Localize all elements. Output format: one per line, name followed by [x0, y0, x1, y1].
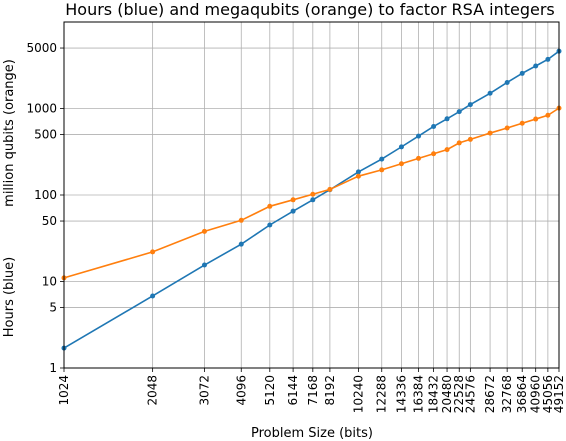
x-tick-label: 28672	[483, 375, 497, 413]
x-tick-label: 12288	[375, 375, 389, 413]
x-tick-label: 2048	[146, 375, 160, 406]
data-point-1	[150, 249, 156, 255]
data-point-0	[238, 241, 244, 247]
series-line-1	[63, 107, 560, 279]
data-point-0	[533, 63, 539, 69]
data-point-1	[398, 161, 404, 167]
y-axis: 1 5 10 50 100 500 1000 5000	[26, 41, 64, 375]
x-tick-label: 24576	[463, 375, 477, 413]
y-tick-label: 50	[42, 214, 57, 228]
y-axis-label-bottom: Hours (blue)	[2, 257, 17, 337]
x-tick-label: 16384	[412, 375, 426, 413]
x-tick-label: 45056	[541, 375, 555, 413]
data-point-1	[238, 217, 244, 223]
y-tick-label: 10	[42, 275, 57, 289]
data-point-1	[310, 191, 316, 197]
data-point-1	[487, 130, 493, 136]
x-tick-label: 10240	[351, 375, 365, 413]
data-point-1	[416, 155, 422, 161]
x-tick-label: 14336	[394, 375, 408, 413]
x-tick-label: 1024	[57, 375, 71, 406]
x-tick-label: 49152	[552, 375, 566, 413]
y-tick-label: 1000	[26, 102, 57, 116]
x-tick-label: 18432	[427, 375, 441, 413]
data-point-1	[431, 151, 437, 157]
data-point-0	[379, 156, 385, 162]
y-axis-label-top: million qubits (orange)	[2, 59, 17, 207]
y-tick-label: 100	[34, 188, 57, 202]
x-tick-label: 3072	[197, 375, 211, 406]
x-axis: 1024 2048 3072 4096 5120 6144 7168 8192 10240 122…	[57, 368, 566, 413]
x-tick-label: 8192	[323, 375, 337, 406]
data-point-0	[355, 169, 361, 175]
data-point-0	[416, 133, 422, 139]
data-point-1	[467, 136, 473, 142]
data-point-1	[519, 120, 525, 126]
data-point-1	[504, 125, 510, 131]
data-point-1	[201, 228, 207, 234]
x-tick-label: 6144	[286, 375, 300, 406]
x-tick-label: 36864	[515, 375, 529, 413]
data-point-1	[545, 112, 551, 118]
data-point-1	[456, 140, 462, 146]
x-tick-label: 40960	[529, 375, 543, 413]
data-point-0	[290, 208, 296, 214]
series-line-0	[63, 50, 560, 349]
chart-title: Hours (blue) and megaqubits (orange) to …	[65, 0, 555, 19]
data-point-0	[431, 123, 437, 129]
x-tick-label: 20480	[440, 375, 454, 413]
data-point-0	[487, 90, 493, 96]
x-axis-label: Problem Size (bits)	[251, 426, 373, 441]
data-point-0	[545, 56, 551, 62]
x-tick-label: 32768	[500, 375, 514, 413]
data-point-1	[290, 197, 296, 203]
data-point-0	[504, 79, 510, 85]
x-tick-label: 5120	[263, 375, 277, 406]
data-point-0	[519, 70, 525, 76]
data-point-0	[201, 262, 207, 268]
y-tick-label: 5	[49, 301, 57, 315]
data-point-1	[379, 167, 385, 173]
data-point-0	[310, 197, 316, 203]
x-tick-label: 22528	[452, 375, 466, 413]
series-layer	[61, 48, 562, 351]
data-point-1	[533, 116, 539, 122]
x-tick-label: 4096	[234, 375, 248, 406]
data-point-1	[267, 203, 273, 209]
y-tick-label: 5000	[26, 41, 57, 55]
y-tick-label: 1	[49, 361, 57, 375]
data-point-0	[444, 116, 450, 122]
data-point-0	[467, 102, 473, 108]
x-tick-label: 7168	[306, 375, 320, 406]
data-point-0	[150, 293, 156, 299]
data-point-1	[355, 173, 361, 179]
data-point-1	[327, 186, 333, 192]
data-point-0	[267, 222, 273, 228]
data-point-0	[398, 144, 404, 150]
data-point-0	[456, 109, 462, 115]
data-point-1	[444, 147, 450, 153]
y-tick-label: 500	[34, 128, 57, 142]
